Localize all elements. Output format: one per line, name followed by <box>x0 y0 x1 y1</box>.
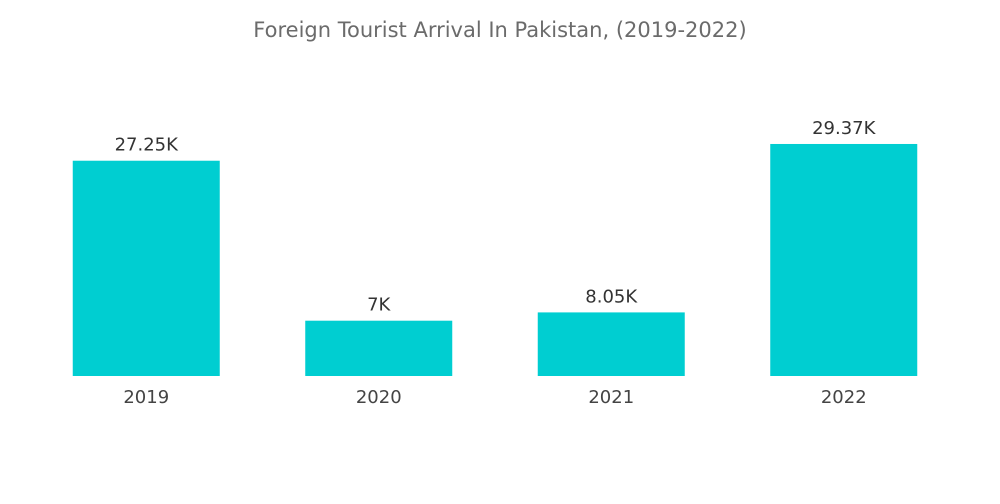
bar-2019 <box>72 160 220 376</box>
chart-title: Foreign Tourist Arrival In Pakistan, (20… <box>253 18 747 42</box>
data-label-2020: 7K <box>367 295 391 316</box>
data-label-2022: 29.37K <box>812 118 877 139</box>
x-tick-label-2022: 2022 <box>821 387 867 408</box>
bar-2022 <box>770 143 918 376</box>
bar-2021 <box>537 312 685 376</box>
x-tick-label-2020: 2020 <box>356 387 402 408</box>
x-tick-label-2021: 2021 <box>588 387 634 408</box>
x-tick-label-2019: 2019 <box>123 387 169 408</box>
bar-2020 <box>305 320 453 376</box>
data-label-2021: 8.05K <box>585 286 638 307</box>
data-label-2019: 27.25K <box>115 135 180 156</box>
